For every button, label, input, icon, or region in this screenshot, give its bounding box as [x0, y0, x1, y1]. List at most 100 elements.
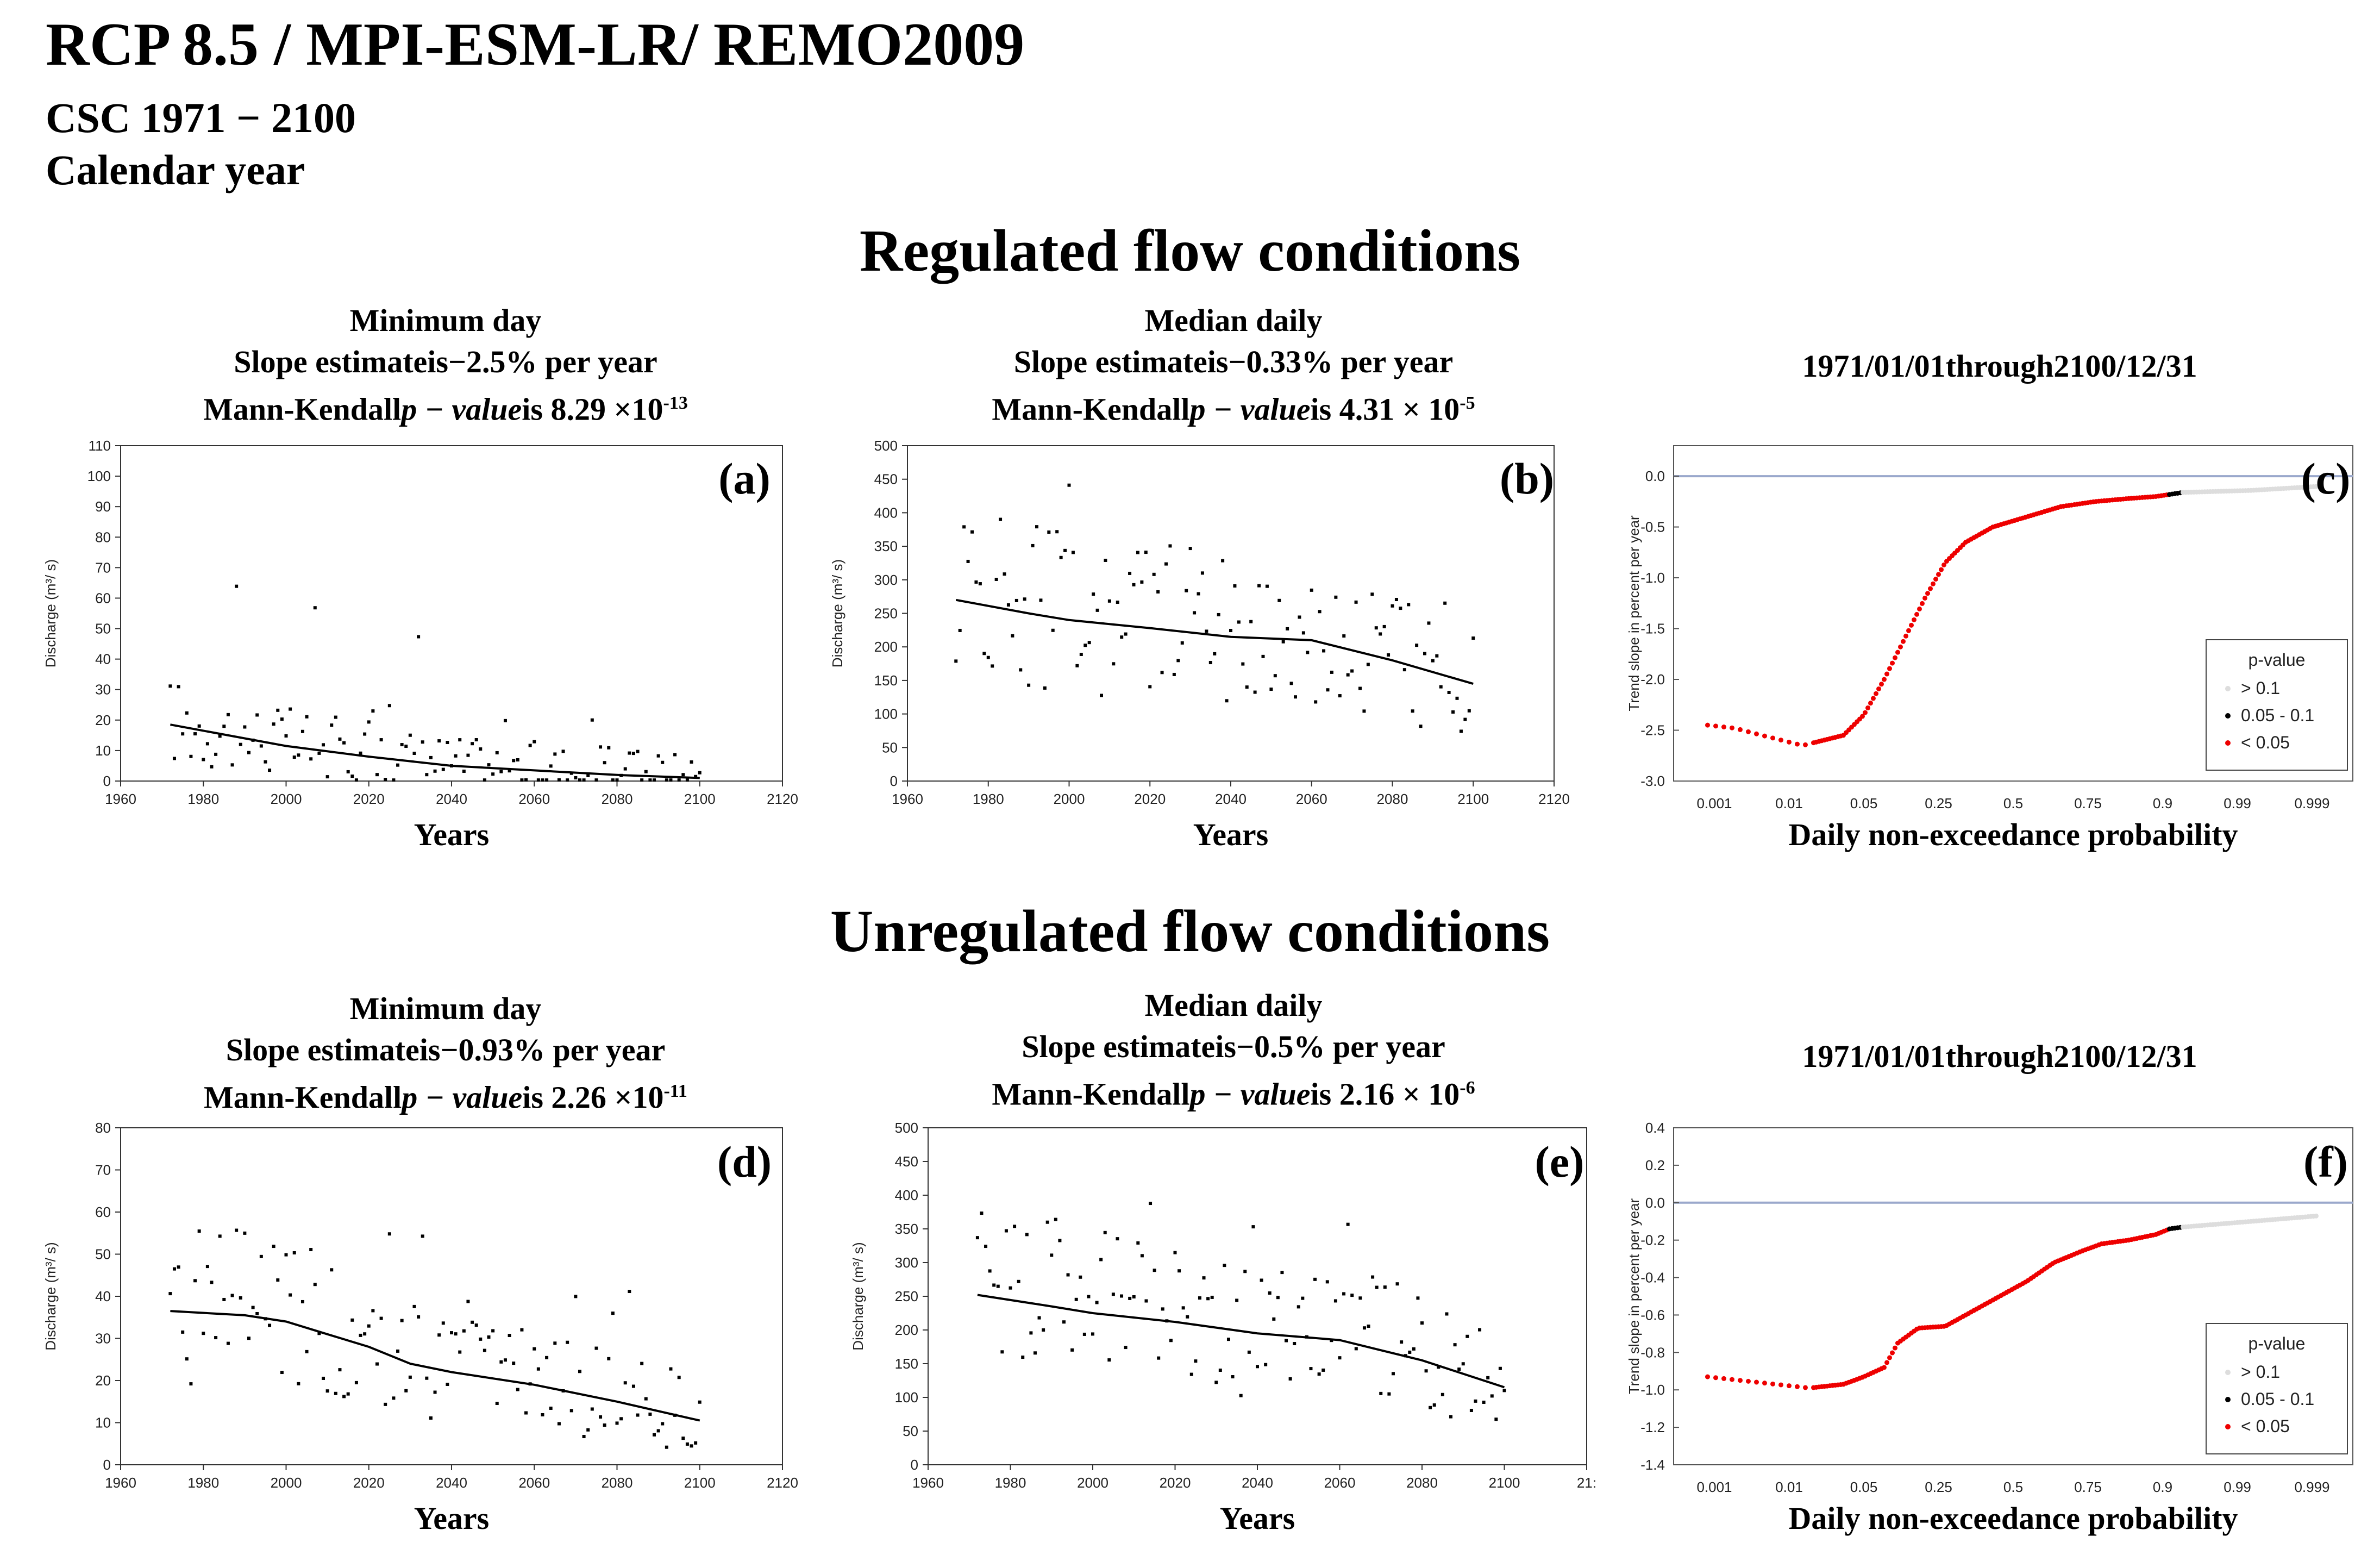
- x-tick-label-d: 1960: [105, 1475, 136, 1491]
- x-tick-label-c: 0.75: [2074, 795, 2102, 811]
- data-point-d: [433, 1390, 437, 1394]
- data-point-e: [1161, 1307, 1164, 1311]
- y-axis-label-d: Discharge (m³/ s): [42, 1242, 59, 1350]
- x-tick-label-b: 1980: [973, 791, 1004, 807]
- legend-title-c: p-value: [2249, 650, 2306, 670]
- data-point-b: [1399, 607, 1402, 610]
- data-point-e: [1173, 1251, 1177, 1254]
- curve-point-c: [1713, 723, 1718, 729]
- data-point-e: [1181, 1306, 1185, 1310]
- y-tick-label-d: 80: [95, 1120, 111, 1136]
- data-point-d: [305, 1350, 309, 1353]
- x-axis-label-a: Years: [414, 817, 490, 852]
- data-point-e: [1189, 1372, 1193, 1376]
- data-point-d: [541, 1413, 544, 1416]
- data-point-e: [1256, 1365, 1259, 1369]
- data-point-d: [569, 1409, 573, 1413]
- data-point-d: [177, 1265, 180, 1269]
- y-tick-label-d: 70: [95, 1162, 111, 1178]
- data-point-e: [1239, 1394, 1243, 1397]
- x-tick-label-d: 2080: [602, 1475, 633, 1491]
- data-point-b: [1289, 682, 1293, 685]
- data-point-d: [292, 1251, 296, 1255]
- curve-point-f: [1738, 1378, 1743, 1383]
- y-tick-label-b: 450: [874, 471, 898, 488]
- data-point-e: [1367, 1325, 1370, 1328]
- plot-frame-e: [928, 1127, 1587, 1465]
- y-tick-label-e: 400: [895, 1187, 918, 1203]
- x-tick-label-b: 2020: [1134, 791, 1166, 807]
- title-b-line1: Median daily: [1144, 303, 1323, 338]
- title-a-line1: Minimum day: [349, 303, 542, 338]
- title-d-slope: Slope estimateis−0.93% per year: [226, 1032, 666, 1067]
- data-point-e: [1461, 1362, 1465, 1366]
- data-point-e: [1116, 1237, 1119, 1241]
- data-point-a: [474, 738, 478, 742]
- data-point-a: [553, 752, 557, 756]
- data-point-e: [1440, 1392, 1444, 1396]
- data-point-d: [483, 1348, 486, 1352]
- data-point-d: [202, 1332, 205, 1335]
- data-point-a: [330, 723, 334, 727]
- data-point-d: [685, 1442, 689, 1446]
- data-point-b: [1168, 544, 1172, 548]
- data-point-b: [1160, 671, 1164, 675]
- panel-label-a: (a): [718, 454, 771, 503]
- curve-point-f: [1882, 1365, 1887, 1370]
- data-point-a: [371, 709, 375, 713]
- data-point-e: [1445, 1312, 1449, 1316]
- data-point-e: [1494, 1417, 1498, 1421]
- data-point-d: [309, 1248, 313, 1252]
- y-tick-label-f: -1.0: [1640, 1382, 1665, 1398]
- data-point-d: [255, 1312, 259, 1315]
- data-point-a: [239, 742, 242, 746]
- curve-point-c: [1876, 686, 1881, 691]
- data-point-b: [1237, 620, 1241, 624]
- data-point-d: [474, 1323, 478, 1327]
- panel-label-c: (c): [2301, 454, 2350, 503]
- data-point-d: [189, 1382, 193, 1386]
- data-point-e: [1346, 1222, 1350, 1226]
- data-point-b: [954, 659, 958, 663]
- y-tick-label-e: 100: [895, 1389, 918, 1406]
- y-tick-label-b: 50: [882, 739, 898, 755]
- data-point-d: [276, 1278, 280, 1282]
- panel-label-f: (f): [2303, 1137, 2348, 1186]
- curve-point-f: [1887, 1355, 1892, 1360]
- data-point-a: [458, 738, 462, 742]
- data-point-d: [516, 1388, 519, 1391]
- data-point-d: [536, 1367, 540, 1371]
- data-point-a: [210, 765, 214, 769]
- data-point-b: [1221, 559, 1225, 563]
- data-point-b: [1286, 627, 1289, 630]
- x-tick-label-e: 1980: [995, 1475, 1026, 1491]
- data-point-b: [1354, 600, 1358, 604]
- legend-item-c: < 0.05: [2241, 733, 2290, 752]
- x-tick-label-d: 2120: [767, 1475, 798, 1491]
- data-point-a: [487, 763, 491, 767]
- data-point-d: [491, 1329, 495, 1333]
- curve-point-f: [1803, 1385, 1808, 1390]
- data-point-a: [653, 778, 656, 782]
- data-point-a: [305, 715, 309, 719]
- y-tick-label-e: 250: [895, 1288, 918, 1304]
- data-point-b: [1358, 686, 1362, 690]
- data-point-d: [611, 1312, 615, 1315]
- data-point-b: [986, 655, 990, 659]
- x-tick-label-c: 0.999: [2294, 795, 2329, 811]
- curve-point-c: [1865, 705, 1870, 710]
- curve-point-c: [1863, 710, 1868, 715]
- data-point-d: [471, 1320, 474, 1324]
- data-point-b: [1185, 589, 1188, 592]
- data-point-d: [586, 1428, 590, 1432]
- data-point-a: [325, 775, 329, 779]
- x-tick-label-a: 2040: [436, 791, 467, 807]
- data-point-e: [992, 1283, 996, 1287]
- data-point-e: [1013, 1225, 1017, 1228]
- data-point-d: [441, 1321, 445, 1325]
- curve-point-f: [1884, 1360, 1889, 1365]
- x-tick-label-d: 2000: [271, 1475, 302, 1491]
- panel-label-d: (d): [717, 1137, 772, 1186]
- data-point-a: [425, 773, 429, 777]
- data-point-d: [325, 1389, 329, 1393]
